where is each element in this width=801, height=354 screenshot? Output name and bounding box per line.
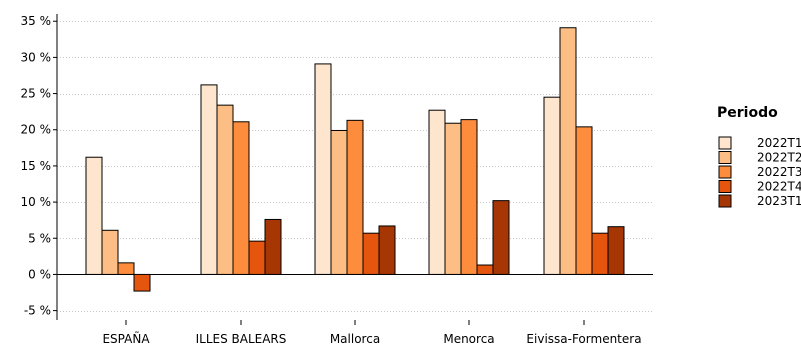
legend-label: 2022T3 bbox=[757, 165, 801, 179]
x-tick-label: ILLES BALEARS bbox=[196, 332, 287, 346]
legend-label: 2022T1 bbox=[757, 136, 801, 150]
legend-swatch bbox=[718, 194, 732, 208]
y-tick-label: -5 % bbox=[24, 304, 51, 318]
bar bbox=[607, 226, 625, 275]
bar bbox=[492, 200, 510, 275]
legend-swatch bbox=[718, 151, 732, 164]
y-tick-label: 35 % bbox=[21, 14, 52, 28]
bar bbox=[444, 122, 462, 275]
bar bbox=[428, 109, 446, 275]
legend-label: 2022T4 bbox=[757, 180, 801, 194]
bars bbox=[85, 27, 625, 292]
legend-swatch bbox=[718, 180, 732, 193]
y-tick-label: 25 % bbox=[21, 87, 52, 101]
bar bbox=[248, 240, 266, 275]
legend-swatch bbox=[718, 136, 732, 150]
legend-title: Periodo bbox=[717, 105, 778, 121]
x-tick-label: Menorca bbox=[443, 332, 494, 346]
y-tick-label: 30 % bbox=[21, 50, 52, 64]
y-tick-label: 5 % bbox=[28, 231, 51, 245]
bar bbox=[346, 119, 364, 275]
x-tick-label: Mallorca bbox=[330, 332, 380, 346]
legend-swatch bbox=[718, 165, 732, 179]
y-tick-label: 20 % bbox=[21, 123, 52, 137]
bar bbox=[543, 96, 561, 275]
bar bbox=[378, 225, 396, 275]
legend-label: 2022T2 bbox=[757, 151, 801, 165]
x-tick-label: Eivissa-Formentera bbox=[526, 332, 641, 346]
bar bbox=[330, 129, 348, 275]
y-tick-label: 15 % bbox=[21, 159, 52, 173]
bar bbox=[559, 27, 577, 275]
bar bbox=[264, 218, 282, 275]
bar bbox=[476, 264, 494, 275]
bar bbox=[232, 121, 250, 275]
bar bbox=[117, 262, 135, 275]
x-tick-label: ESPAÑA bbox=[102, 331, 150, 346]
y-axis-ticks: -5 % 0 % 5 % 10 % 15 % 20 % 25 % 30 % 35 % bbox=[21, 14, 57, 318]
y-tick-label: 0 % bbox=[28, 267, 51, 281]
legend-label: 2023T1 bbox=[757, 194, 801, 208]
bar bbox=[101, 229, 119, 275]
bar bbox=[85, 156, 103, 275]
bar bbox=[200, 84, 218, 275]
bar bbox=[314, 63, 332, 275]
bar bbox=[460, 119, 478, 275]
bar bbox=[591, 232, 609, 275]
bar bbox=[216, 104, 234, 275]
bar bbox=[362, 232, 380, 275]
bar bbox=[133, 273, 151, 292]
y-tick-label: 10 % bbox=[21, 195, 52, 209]
x-axis-ticks: ESPAÑA ILLES BALEARS Mallorca Menorca Eiviss… bbox=[102, 320, 642, 346]
bar bbox=[575, 126, 593, 275]
